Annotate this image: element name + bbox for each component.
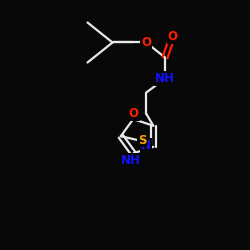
Text: S: S [138,134,146,146]
Text: O: O [141,36,151,49]
Text: NH: NH [155,72,175,85]
Text: O: O [129,107,139,120]
Text: N: N [141,139,151,152]
Text: O: O [168,30,177,43]
Text: NH: NH [121,154,141,167]
